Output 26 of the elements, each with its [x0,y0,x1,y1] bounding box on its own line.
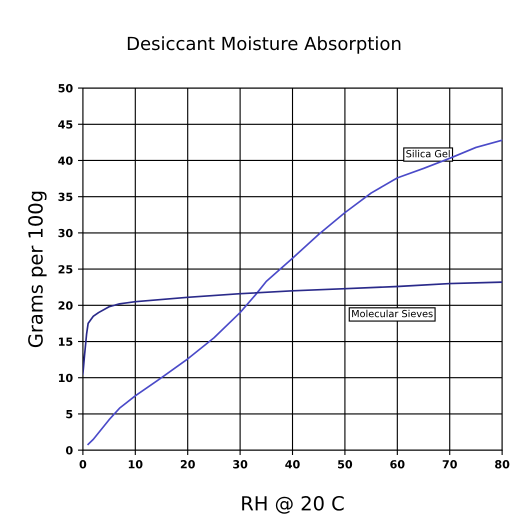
y-tick-label: 35 [58,192,72,202]
y-tick-label: 40 [58,156,73,165]
y-tick-label: 0 [66,446,73,455]
x-tick-label: 70 [442,460,457,468]
y-tick-label: 5 [66,410,72,418]
x-tick-label: 50 [338,460,352,468]
text: Molecular Sieves [352,310,433,318]
x-tick-label: 30 [233,460,248,468]
y-tick-label: 25 [58,265,72,274]
y-tick-label: 45 [58,120,72,129]
y-axis-title: Grams per 100g [28,192,47,348]
x-tick-label: 0 [80,460,86,468]
x-tick-label: 60 [390,460,405,468]
y-tick-label: 10 [58,374,73,382]
x-tick-label: 80 [495,460,510,468]
y-tick-label: 30 [58,228,73,238]
x-tick-label: 10 [128,460,142,468]
chart-title: Desiccant Moisture Absorption [128,36,400,54]
series-label: Silica Gel [406,150,450,158]
x-tick-label: 40 [285,460,300,468]
y-tick-label: 20 [58,301,73,310]
x-tick-label: 20 [180,460,195,468]
x-axis-title: RH @ 20 C [242,496,344,514]
y-tick-label: 50 [58,84,73,92]
line-series [87,139,502,446]
y-tick-label: 15 [58,338,72,346]
